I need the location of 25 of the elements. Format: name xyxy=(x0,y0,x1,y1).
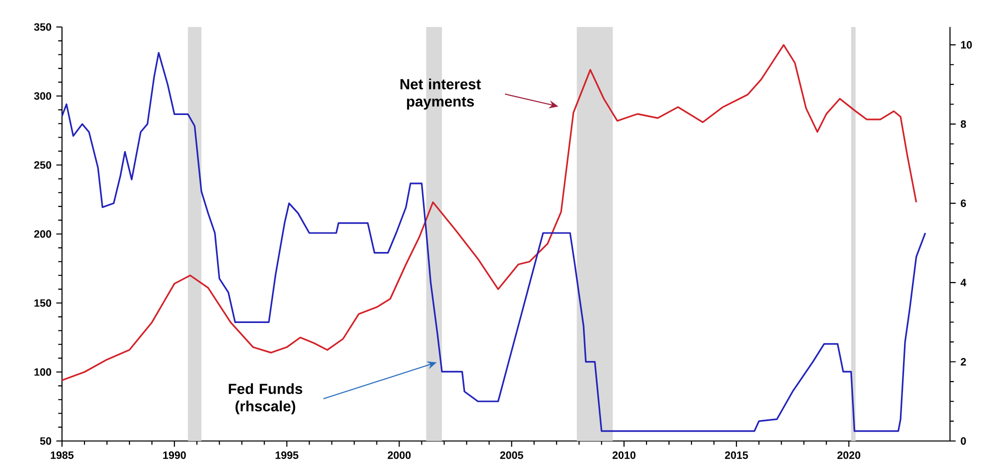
x-tick-label: 2000 xyxy=(388,451,411,459)
x-tick-label: 2020 xyxy=(837,451,860,459)
y-tick-label: 300 xyxy=(34,92,52,100)
y-tick-label: 200 xyxy=(34,230,52,238)
y-tick-label: 350 xyxy=(34,23,52,31)
x-tick-label: 2015 xyxy=(724,451,748,459)
y2-tick-label: 6 xyxy=(960,200,966,208)
x-tick-label: 1985 xyxy=(50,451,74,459)
y2-tick-label: 8 xyxy=(960,120,966,128)
x-tick-label: 2010 xyxy=(612,451,636,459)
y2-tick-label: 10 xyxy=(961,41,972,49)
y-tick-label: 100 xyxy=(34,368,52,376)
x-tick-label: 1990 xyxy=(163,451,186,459)
line-series xyxy=(61,52,926,432)
x-tick-label: 1995 xyxy=(276,451,298,459)
annotation: Fed Funds (rhscale) xyxy=(228,383,302,414)
x-tick-label: 2005 xyxy=(500,451,524,459)
y-tick-label: 50 xyxy=(40,437,52,445)
y-tick-label: 150 xyxy=(34,299,52,307)
line-series xyxy=(61,44,918,382)
y2-tick-label: 2 xyxy=(960,358,966,366)
y2-tick-label: 4 xyxy=(960,278,966,286)
y-tick-label: 250 xyxy=(34,161,52,169)
annotation: Net interest payments xyxy=(400,78,481,110)
y2-tick-label: 0 xyxy=(960,437,966,445)
